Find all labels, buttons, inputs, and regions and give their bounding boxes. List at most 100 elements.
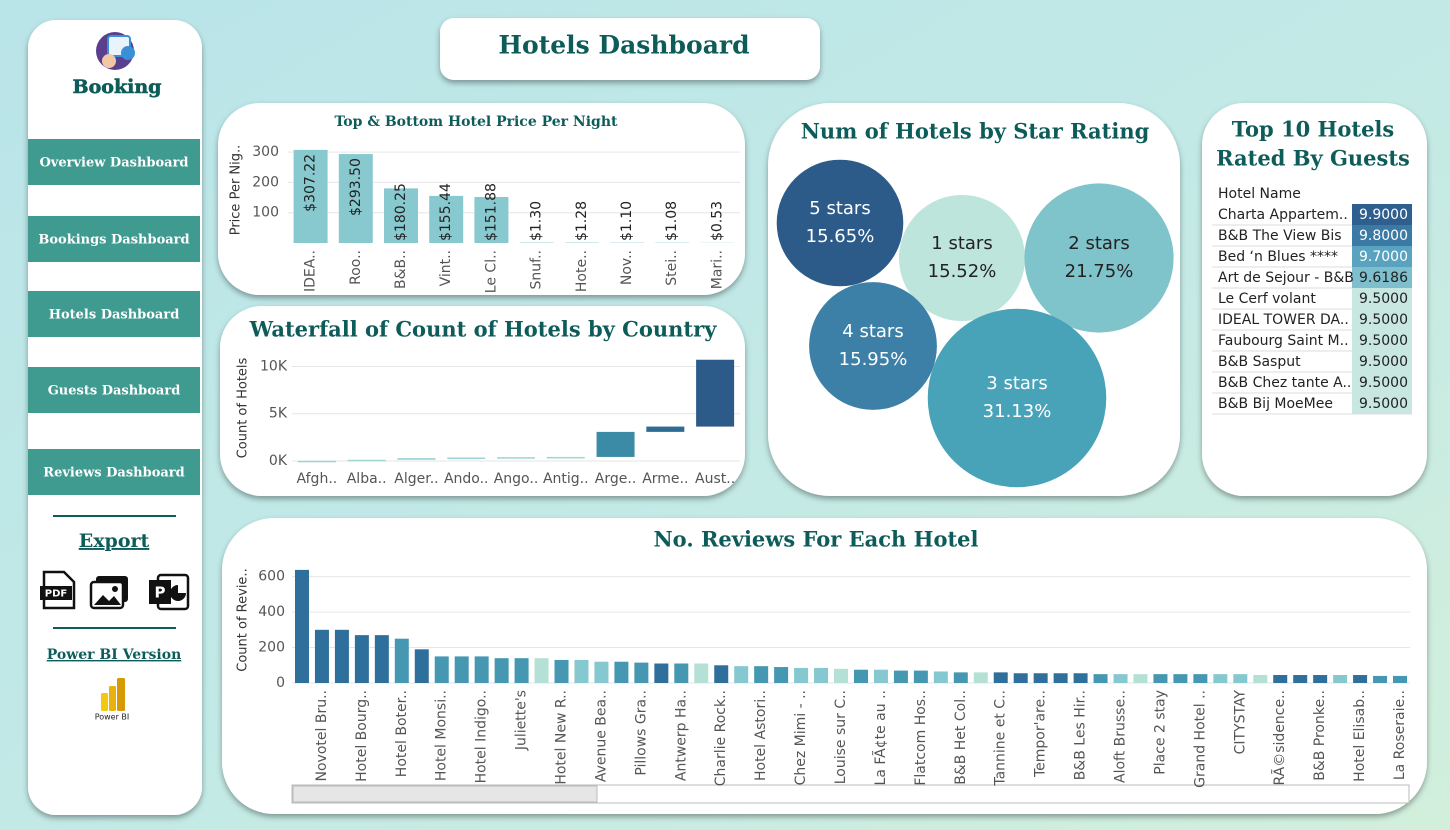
score-cell xyxy=(1352,372,1412,393)
y-tick-label: 0K xyxy=(269,453,288,469)
x-tick-label: Charlie Rock.. xyxy=(713,690,729,786)
score-label: 9.6186 xyxy=(1359,270,1408,286)
bar xyxy=(973,672,988,683)
bubble-label: 4 stars xyxy=(842,321,903,342)
ppt-icon[interactable]: P xyxy=(149,573,190,611)
bar xyxy=(534,658,549,683)
scrollbar-thumb[interactable] xyxy=(292,785,598,803)
y-tick-label: 200 xyxy=(258,640,285,656)
waterfall-bar xyxy=(696,359,735,427)
nav-button-bg xyxy=(28,291,200,337)
y-tick-label: 10K xyxy=(260,358,288,374)
nav-button-bg xyxy=(28,139,200,185)
logo-icon xyxy=(96,32,135,70)
pdf-label: PDF xyxy=(45,589,67,600)
bar xyxy=(993,672,1008,683)
export-title: Export xyxy=(79,530,150,552)
bar xyxy=(1073,673,1088,683)
bar xyxy=(454,656,469,683)
powerbi-icon[interactable] xyxy=(101,678,125,711)
x-tick-label: Hotel Indigo.. xyxy=(474,690,490,783)
waterfall-bar xyxy=(546,456,585,459)
bar xyxy=(1293,675,1308,683)
hotel-name: IDEAL TOWER DA.. xyxy=(1218,312,1349,328)
score-label: 9.5000 xyxy=(1359,333,1408,349)
bar xyxy=(1393,675,1408,683)
x-tick-label: Hotel Astori.. xyxy=(753,690,769,781)
bubble-value: 21.75% xyxy=(1065,261,1134,282)
bar xyxy=(1313,675,1328,683)
x-tick-label: Hotel Monsi.. xyxy=(434,690,450,781)
bar xyxy=(474,656,489,683)
x-tick-label: Le Cl.. xyxy=(483,250,499,293)
waterfall-bar xyxy=(646,426,685,432)
nav-button[interactable]: Guests Dashboard xyxy=(28,367,200,413)
bar xyxy=(384,188,418,243)
header-panel xyxy=(440,18,820,80)
x-tick-label: Place 2 stay xyxy=(1152,690,1168,775)
bar xyxy=(953,672,968,683)
nav-button[interactable]: Bookings Dashboard xyxy=(28,216,200,262)
x-tick-label: Juliette's xyxy=(514,690,530,751)
bar xyxy=(294,569,309,683)
value-label: $1.10 xyxy=(619,201,635,241)
nav-button-label: Bookings Dashboard xyxy=(38,233,189,248)
x-tick-label: Arme.. xyxy=(642,471,688,487)
waterfall-bar xyxy=(497,457,535,459)
score-label: 9.8000 xyxy=(1359,228,1408,244)
bar xyxy=(1333,675,1348,683)
bar xyxy=(933,671,948,683)
y-axis-title: Count of Hotels xyxy=(236,357,251,458)
x-tick-label: Roo.. xyxy=(348,250,364,285)
x-tick-label: Nov.. xyxy=(619,250,635,285)
bubble xyxy=(927,308,1107,488)
bar xyxy=(834,668,849,683)
pdf-icon[interactable]: PDF xyxy=(40,570,76,610)
bar xyxy=(374,635,389,683)
bar xyxy=(574,659,589,683)
x-tick-label: Snuf.. xyxy=(529,250,545,289)
x-tick-label: Mari.. xyxy=(709,250,725,289)
waterfall-bar xyxy=(347,459,386,462)
bubble-label: 1 stars xyxy=(931,233,992,254)
hotel-name: Art de Sejour - B&B xyxy=(1218,270,1354,286)
reviews-panel xyxy=(222,518,1427,814)
hotel-name: B&B Chez tante A.. xyxy=(1218,375,1351,391)
bar xyxy=(853,669,868,683)
score-cell xyxy=(1352,309,1412,330)
x-tick-label: RÃ©sidence.. xyxy=(1271,690,1288,786)
x-tick-label: La FÃ¢te au .. xyxy=(872,690,889,785)
nav-button[interactable]: Reviews Dashboard xyxy=(28,449,200,495)
x-tick-label: Aloft Brusse.. xyxy=(1113,690,1129,783)
score-cell xyxy=(1352,246,1412,267)
bar xyxy=(354,635,369,683)
ppt-letter: P xyxy=(155,584,166,602)
bar xyxy=(429,195,464,243)
score-cell xyxy=(1352,225,1412,246)
bar xyxy=(394,638,409,683)
score-cell xyxy=(1352,288,1412,309)
score-cell xyxy=(1352,393,1412,414)
nav-button-label: Guests Dashboard xyxy=(48,384,181,399)
bubble-value: 15.95% xyxy=(839,349,908,370)
nav-button-label: Reviews Dashboard xyxy=(43,466,184,481)
nav-button[interactable]: Hotels Dashboard xyxy=(28,291,200,337)
score-label: 9.5000 xyxy=(1359,396,1408,412)
waterfall-bar xyxy=(447,457,486,460)
image-icon[interactable] xyxy=(89,576,128,610)
x-tick-label: B&B Pronke.. xyxy=(1312,690,1328,781)
hotel-name: Charta Appartem.. xyxy=(1218,207,1348,223)
hotel-name: B&B The View Bis xyxy=(1218,228,1342,244)
chart-title: Rated By Guests xyxy=(1216,146,1410,171)
bubble xyxy=(809,282,937,410)
x-tick-label: Hotel New R.. xyxy=(554,690,570,785)
nav-button[interactable]: Overview Dashboard xyxy=(28,139,200,185)
x-tick-label: Chez Mimi - .. xyxy=(793,690,809,785)
x-tick-label: Alba.. xyxy=(347,471,387,487)
x-tick-label: B&B Het Col.. xyxy=(953,690,969,785)
x-tick-label: Afgh.. xyxy=(297,471,338,487)
score-cell xyxy=(1352,267,1412,288)
score-label: 9.5000 xyxy=(1359,354,1408,370)
x-tick-label: Hotel Elisab.. xyxy=(1352,690,1368,782)
bar xyxy=(1153,674,1168,683)
